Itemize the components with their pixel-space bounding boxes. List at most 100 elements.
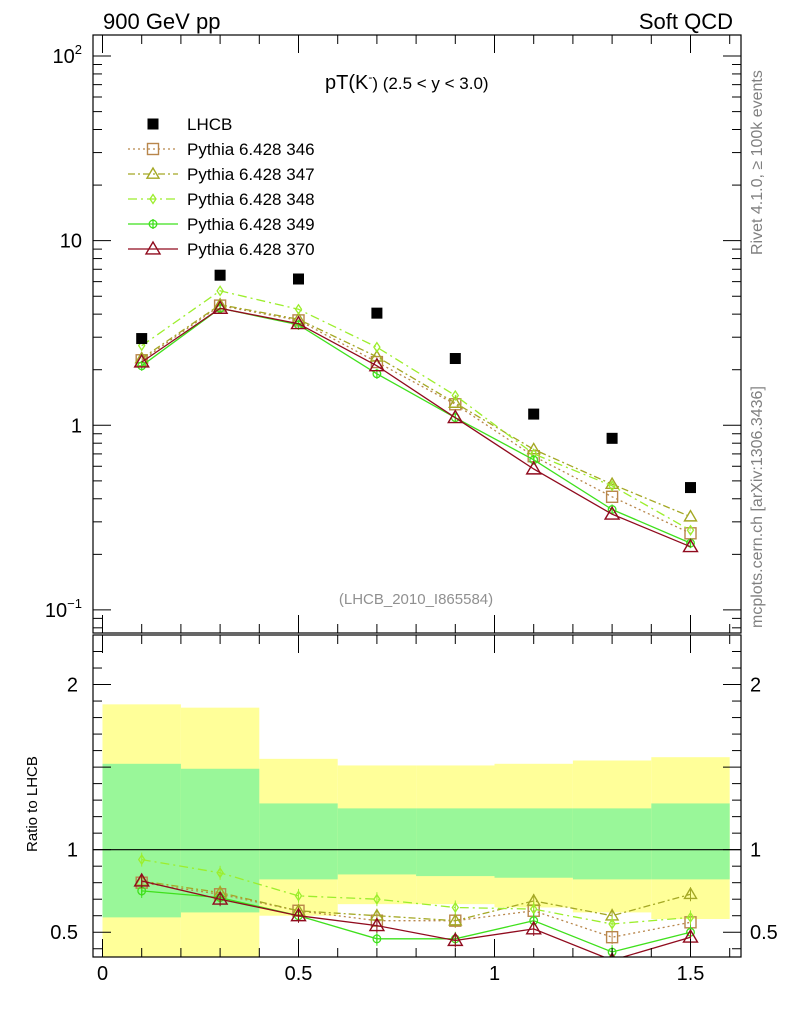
analysis-id: (LHCB_2010_I865584) [339,591,493,608]
upper-ytick-label: 1 [71,415,82,437]
series-3-point [137,339,146,352]
legend: LHCB Pythia 6.428 346 Pythia 6.428 347 Pyth… [128,115,315,259]
ratio-ytick-label: 0.5 [50,922,78,944]
series-line-1 [141,304,691,534]
plot-title: pT(K-) (2.5 < y < 3.0) [325,70,489,94]
ratio-3-point [216,867,224,879]
ratio-inner-band [337,808,417,875]
ratio-series-5 [133,872,699,957]
lhcb-point [371,307,383,319]
ratio-5-point [133,872,150,887]
ratio-inner-band [651,803,730,880]
series-5 [133,299,699,553]
title-main: pT(K [325,72,369,94]
ratio-5-point [211,890,229,905]
lhcb-point [528,408,540,420]
ratio-inner-band [259,803,338,880]
ratio-5-point [525,920,542,935]
series-3 [137,285,695,536]
legend-label-4: Pythia 6.428 349 [187,215,315,234]
ratio-frame [92,634,742,958]
series-3-point [373,341,381,353]
ratio-2-point [448,913,463,926]
ratio-line-5 [141,880,691,957]
series-1 [135,299,697,540]
ratio-inner-band [494,808,573,878]
header-right: Soft QCD [639,9,733,34]
lhcb-point [685,482,696,494]
ratio-5-point [368,917,386,932]
series-line-5 [141,307,691,548]
series-2-point [448,395,463,408]
legend-label-2: Pythia 6.428 347 [187,165,315,184]
ratio-2-point [683,886,698,900]
xtick-label: 0.5 [285,963,313,985]
legend-marker-3 [149,193,157,205]
ratio-series [133,852,699,957]
series-5-point [133,353,150,368]
ratio-line-2 [141,880,691,922]
series-line-3 [141,290,691,531]
ratio-5-point [447,932,464,947]
ratio-3-point [137,853,146,866]
upper-ytick-label: 10−1 [45,596,82,622]
series-line-2 [141,304,691,518]
series-2-point [683,509,698,522]
series-3-point [608,480,616,492]
series-3-point [451,389,460,402]
ratio-ytick-label-right: 0.5 [750,922,778,944]
series-5-point [447,409,464,424]
ratio-ytick-label-right: 2 [750,675,761,697]
ratio-1-point [605,930,619,944]
series-3-point [294,303,303,315]
legend-marker-5 [144,240,162,255]
series-5-point [290,315,307,330]
ratio-ytick-label: 1 [67,840,78,862]
ratio-ytick-label: 2 [67,675,78,697]
ratio-line-3 [141,858,691,925]
upper-ytick-label: 102 [53,42,82,68]
upper-frame [92,34,742,634]
ratio-3-point [294,890,303,902]
legend-label-3: Pythia 6.428 348 [187,190,315,209]
lhcb-point [214,269,226,281]
xtick-label: 1 [489,963,500,985]
header-left: 900 GeV pp [103,9,220,34]
legend-label-1: Pythia 6.428 346 [187,140,315,159]
title-sup: - [368,70,372,84]
series-5-point [682,538,699,553]
ratio-ytick-label-right: 1 [750,840,761,862]
ratio-3-point [451,901,460,914]
upper-ytick-label: 10 [60,231,82,253]
ratio-ylabel: Ratio to LHCB [24,756,41,852]
series-5-point [525,460,542,475]
legend-lhcb-label: LHCB [187,115,232,134]
xtick-label: 1.5 [677,963,705,985]
ratio-line-4 [141,890,691,953]
ratio-series-3 [137,852,695,931]
legend-lhcb-marker [147,118,159,130]
rivet-label: Rivet 4.1.0, ≥ 100k events [749,70,766,255]
lhcb-point [293,273,304,285]
series-2 [134,297,698,522]
legend-label-5: Pythia 6.428 370 [187,240,315,259]
ratio-3-point [608,918,616,930]
series-2-point [604,476,620,490]
series-2-point [526,442,541,455]
series-5-point [211,299,229,314]
xtick-label: 0 [97,963,108,985]
ratio-inner-band [572,808,652,880]
legend-marker-2 [145,166,161,179]
series-3-point [216,285,224,297]
series-3-point [686,524,695,536]
lhcb-point [136,333,148,345]
ratio-3-point [529,903,538,915]
series-1-point [684,527,697,540]
ratio-inner-band [416,808,495,877]
ratio-3-point [686,911,695,924]
series-5-point [368,357,386,372]
mcplots-label: mcplots.cern.ch [arXiv:1306.3436] [749,386,766,628]
lhcb-point [606,432,618,444]
ratio-3-point [373,893,381,905]
